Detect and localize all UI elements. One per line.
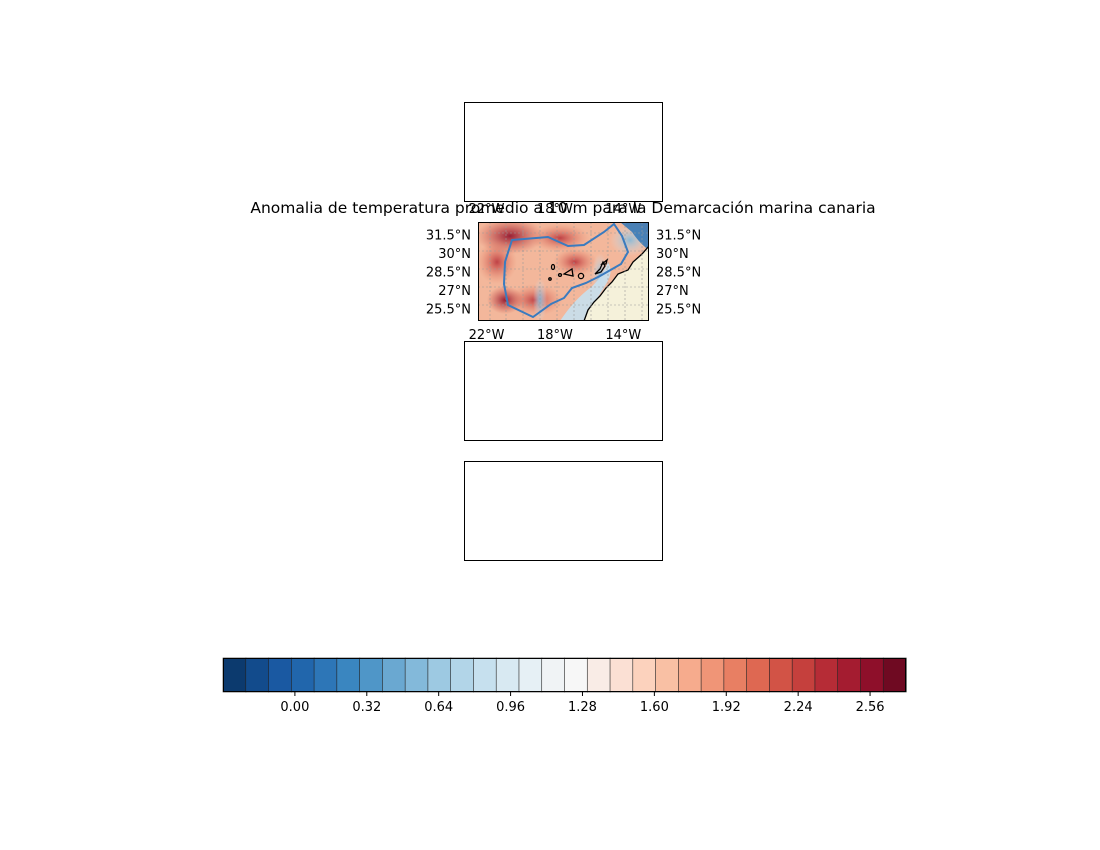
- colorbar-cell: [655, 657, 679, 693]
- map-frame: [478, 222, 649, 321]
- colorbar-tick-label: 2.56: [856, 700, 885, 715]
- island-lanzarote: [600, 258, 609, 265]
- colorbar-ticks: 0.00 0.32 0.64 0.96 1.28 1.60 1.92 2.24 2.56: [280, 692, 885, 715]
- colorbar-cell: [427, 657, 452, 693]
- lat-label-left: 27°N: [438, 284, 471, 299]
- lat-label-left: 30°N: [438, 247, 471, 262]
- lat-labels-right: 31.5°N 30°N 28.5°N 27°N 25.5°N: [656, 228, 701, 317]
- lat-label-left: 25.5°N: [426, 303, 471, 318]
- lon-label-top: 18°W: [537, 202, 573, 217]
- lat-label-right: 28.5°N: [656, 266, 701, 281]
- colorbar-cell: [222, 657, 247, 693]
- colorbar-cell: [541, 657, 566, 693]
- colorbar-cell: [586, 657, 611, 693]
- colorbar-cell: [723, 657, 748, 693]
- canary-islands: [548, 258, 609, 281]
- lat-label-right: 30°N: [656, 247, 689, 262]
- colorbar-cell: [245, 657, 270, 693]
- map-panel: 22°W 18°W 14°W 22°W 18°W 14°W 31.5°N 30°N 28.5…: [426, 202, 701, 343]
- colorbar-cell: [769, 657, 793, 693]
- island-tenerife: [562, 267, 574, 277]
- colorbar-cell: [632, 657, 657, 693]
- colorbar-tick-label: 0.00: [280, 700, 309, 715]
- lat-label-right: 31.5°N: [656, 228, 701, 243]
- lat-label-left: 28.5°N: [426, 266, 471, 281]
- island-el-hierro: [548, 277, 552, 281]
- colorbar-tick-label: 2.24: [784, 700, 813, 715]
- colorbar-cell: [404, 657, 429, 693]
- colorbar-tick-label: 0.32: [352, 700, 381, 715]
- lat-label-right: 27°N: [656, 284, 689, 299]
- colorbar-cells: [222, 657, 907, 693]
- colorbar-cell: [336, 657, 361, 693]
- lon-label-bottom: 14°W: [605, 328, 641, 343]
- colorbar-cell: [518, 657, 543, 693]
- empty-panel-top: [464, 102, 663, 202]
- colorbar-cell: [860, 657, 884, 693]
- lon-labels-top: 22°W 18°W 14°W: [469, 202, 642, 217]
- map-gridlines: [478, 222, 649, 321]
- island-la-gomera: [557, 272, 563, 278]
- colorbar-cell: [564, 657, 588, 693]
- colorbar-cell: [882, 657, 907, 693]
- lat-labels-left: 31.5°N 30°N 28.5°N 27°N 25.5°N: [426, 228, 471, 317]
- colorbar-cell: [700, 657, 725, 693]
- colorbar-cell: [313, 657, 338, 693]
- colorbar-cell: [814, 657, 839, 693]
- empty-panel-bottom: [464, 461, 663, 561]
- colorbar-tick-label: 1.92: [712, 700, 741, 715]
- colorbar-frame: [223, 658, 906, 692]
- colorbar-tick-label: 0.64: [424, 700, 453, 715]
- colorbar-tick-label: 1.60: [640, 700, 669, 715]
- lat-label-right: 25.5°N: [656, 303, 701, 318]
- lon-label-top: 14°W: [605, 202, 641, 217]
- colorbar: 0.00 0.32 0.64 0.96 1.28 1.60 1.92 2.24 2.56: [222, 657, 907, 715]
- empty-panel-middle: [464, 341, 663, 441]
- colorbar-cell: [746, 657, 771, 693]
- figure-title: Anomalia de temperatura promedio a 10 m …: [250, 199, 875, 217]
- lon-label-bottom: 18°W: [537, 328, 573, 343]
- colorbar-cell: [359, 657, 383, 693]
- lat-label-left: 31.5°N: [426, 228, 471, 243]
- colorbar-cell: [473, 657, 497, 693]
- island-gran-canaria: [577, 272, 585, 280]
- colorbar-tick-label: 0.96: [496, 700, 525, 715]
- island-la-palma: [550, 263, 556, 271]
- lon-label-bottom: 22°W: [469, 328, 505, 343]
- demarcation-boundary: [502, 222, 630, 319]
- colorbar-cell: [837, 657, 862, 693]
- colorbar-cell: [609, 657, 634, 693]
- colorbar-cell: [268, 657, 292, 693]
- colorbar-cell: [678, 657, 702, 693]
- colorbar-cell: [450, 657, 475, 693]
- colorbar-cell: [495, 657, 520, 693]
- lon-label-top: 22°W: [469, 202, 505, 217]
- colorbar-cell: [290, 657, 315, 693]
- colorbar-cell: [382, 657, 406, 693]
- land-area: [583, 245, 649, 321]
- colorbar-cell: [791, 657, 816, 693]
- lon-labels-bottom: 22°W 18°W 14°W: [469, 328, 642, 343]
- temperature-anomaly-field: [478, 222, 649, 321]
- colorbar-tick-label: 1.28: [568, 700, 597, 715]
